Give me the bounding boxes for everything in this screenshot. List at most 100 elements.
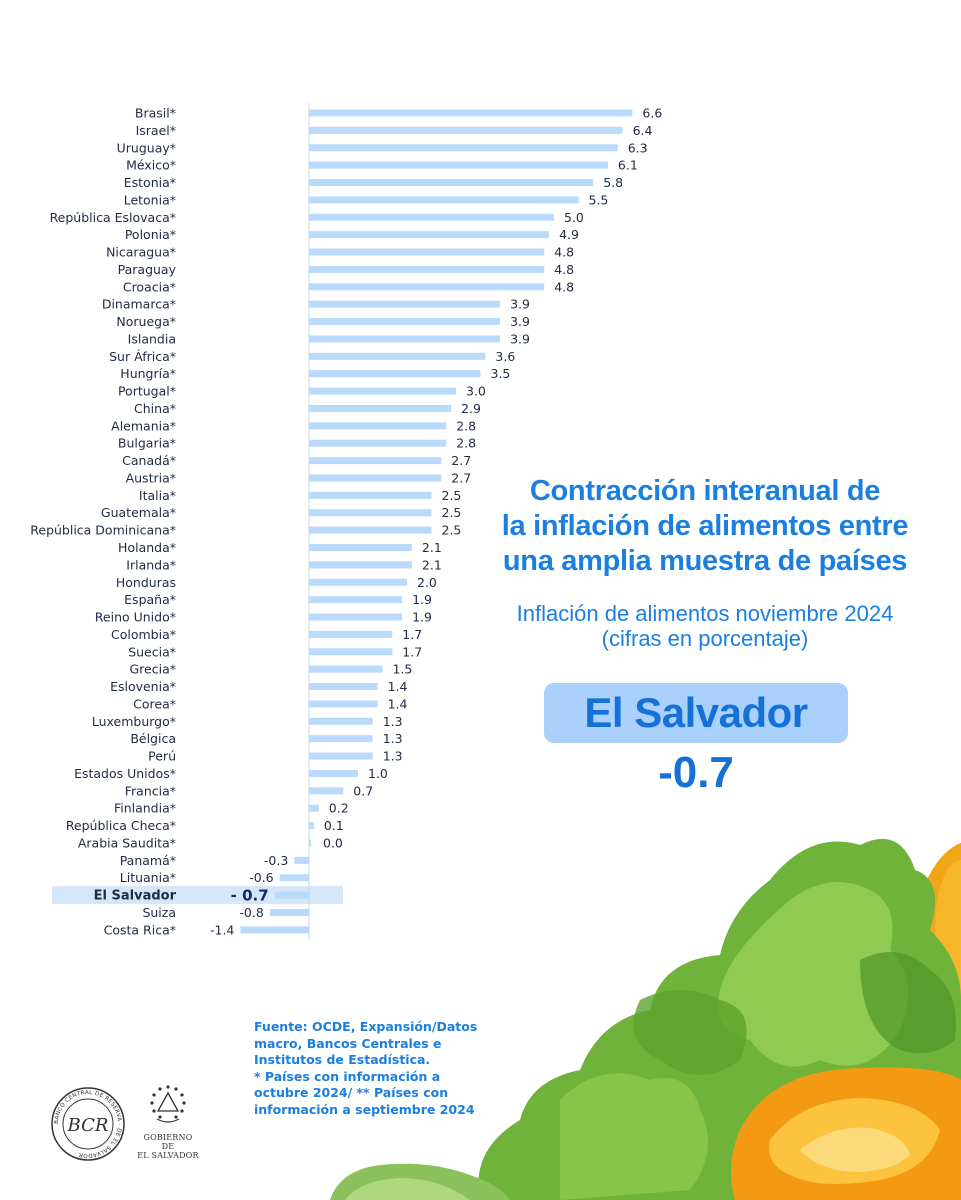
- value-label: 3.9: [510, 331, 530, 346]
- category-label: El Salvador: [94, 889, 177, 904]
- category-label: Estados Unidos*: [74, 766, 176, 781]
- value-label: 1.4: [388, 679, 408, 694]
- bar: [309, 231, 550, 239]
- source-line: información a septiembre 2024: [254, 1101, 475, 1117]
- gov-text-line: GOBIERNO DE: [143, 1133, 193, 1151]
- value-label: 1.5: [393, 662, 413, 677]
- category-label: Panamá*: [120, 853, 176, 868]
- bar: [309, 318, 501, 326]
- bar: [309, 683, 378, 691]
- value-label: 4.8: [554, 279, 574, 294]
- title-block: Contracción interanual de la inflación d…: [455, 474, 955, 651]
- subtitle-line: (cifras en porcentaje): [601, 626, 809, 651]
- value-label: 1.7: [402, 644, 422, 659]
- category-label: Francia*: [125, 783, 176, 798]
- bar: [309, 596, 403, 604]
- category-label: Reino Unido*: [95, 610, 176, 625]
- category-label: Holanda*: [118, 540, 176, 555]
- chart-title: Contracción interanual de la inflación d…: [455, 474, 955, 579]
- chart-subtitle: Inflación de alimentos noviembre 2024 (c…: [455, 601, 955, 651]
- value-label: 3.6: [495, 349, 515, 364]
- category-label: Paraguay: [118, 262, 177, 277]
- value-label: 1.0: [368, 766, 388, 781]
- bar: [309, 422, 447, 430]
- value-label: 4.8: [554, 262, 574, 277]
- category-label: República Eslovaca*: [50, 210, 176, 225]
- source-line: * Países con información a: [254, 1068, 441, 1084]
- value-label: -1.4: [210, 922, 234, 937]
- bar: [309, 404, 452, 412]
- source-note: Fuente: OCDE, Expansión/Datos macro, Ban…: [254, 1019, 484, 1118]
- category-label: Uruguay*: [117, 140, 176, 155]
- highlight-band: [52, 886, 343, 905]
- value-label: 2.5: [442, 488, 462, 503]
- bar: [309, 387, 456, 395]
- category-label: Bulgaria*: [118, 436, 176, 451]
- value-label: 1.3: [383, 731, 403, 746]
- bar: [309, 630, 393, 638]
- source-line: Fuente: OCDE, Expansión/Datos: [254, 1019, 478, 1034]
- bar: [309, 161, 608, 169]
- value-label: 2.8: [456, 436, 476, 451]
- category-label: República Checa*: [66, 818, 176, 833]
- bar: [309, 665, 383, 673]
- category-label: España*: [124, 592, 176, 607]
- category-label: Honduras: [116, 575, 176, 590]
- category-label: Dinamarca*: [102, 297, 176, 312]
- category-label: Bélgica: [130, 731, 176, 746]
- category-label: Letonia*: [124, 192, 176, 207]
- bar: [309, 352, 486, 360]
- bar: [309, 769, 358, 777]
- bar: [309, 283, 545, 291]
- title-line: Contracción interanual de: [529, 475, 881, 507]
- value-label: - 0.7: [231, 887, 269, 905]
- value-label: 0.2: [329, 801, 349, 816]
- value-label: 1.4: [388, 696, 408, 711]
- bar: [309, 509, 432, 517]
- value-label: 5.8: [603, 175, 623, 190]
- category-label: México*: [126, 158, 176, 173]
- bar: [294, 856, 309, 864]
- title-line: la inflación de alimentos entre: [501, 510, 909, 542]
- value-label: 3.5: [491, 366, 511, 381]
- bar: [309, 457, 442, 465]
- coat-of-arms-icon: [150, 1085, 186, 1123]
- bar: [309, 735, 373, 743]
- source-line: Institutos de Estadística.: [254, 1052, 431, 1067]
- bar: [309, 839, 311, 847]
- value-label: 0.0: [323, 835, 343, 850]
- bar: [309, 179, 594, 187]
- value-label: 4.8: [554, 245, 574, 260]
- category-label: Colombia*: [111, 627, 176, 642]
- value-label: 6.6: [642, 106, 662, 121]
- bar: [309, 752, 373, 760]
- value-label: 2.8: [456, 418, 476, 433]
- value-label: 1.9: [412, 610, 432, 625]
- value-label: 0.7: [353, 783, 373, 798]
- value-label: 6.3: [628, 140, 648, 155]
- category-label: Nicaragua*: [106, 245, 176, 260]
- bar: [274, 891, 309, 899]
- category-label: Polonia*: [125, 227, 176, 242]
- value-label: 3.0: [466, 384, 486, 399]
- value-label: 1.7: [402, 627, 422, 642]
- value-label: -0.6: [249, 870, 273, 885]
- value-label: 5.0: [564, 210, 584, 225]
- bar: [309, 491, 432, 499]
- bar: [309, 196, 579, 204]
- bar: [279, 874, 309, 882]
- category-label: Guatemala*: [101, 505, 176, 520]
- category-label: Grecia*: [130, 662, 177, 677]
- category-label: Irlanda*: [126, 557, 176, 572]
- value-label: 2.0: [417, 575, 437, 590]
- bar: [240, 926, 309, 934]
- category-label: Italia*: [139, 488, 176, 503]
- highlight-country-value: -0.7: [658, 748, 734, 797]
- category-label: Noruega*: [116, 314, 176, 329]
- bar: [309, 544, 412, 551]
- category-label: Canadá*: [122, 453, 176, 468]
- value-label: 1.3: [383, 714, 403, 729]
- category-label: Suiza: [142, 905, 176, 920]
- category-label: China*: [134, 401, 176, 416]
- bar: [309, 787, 344, 795]
